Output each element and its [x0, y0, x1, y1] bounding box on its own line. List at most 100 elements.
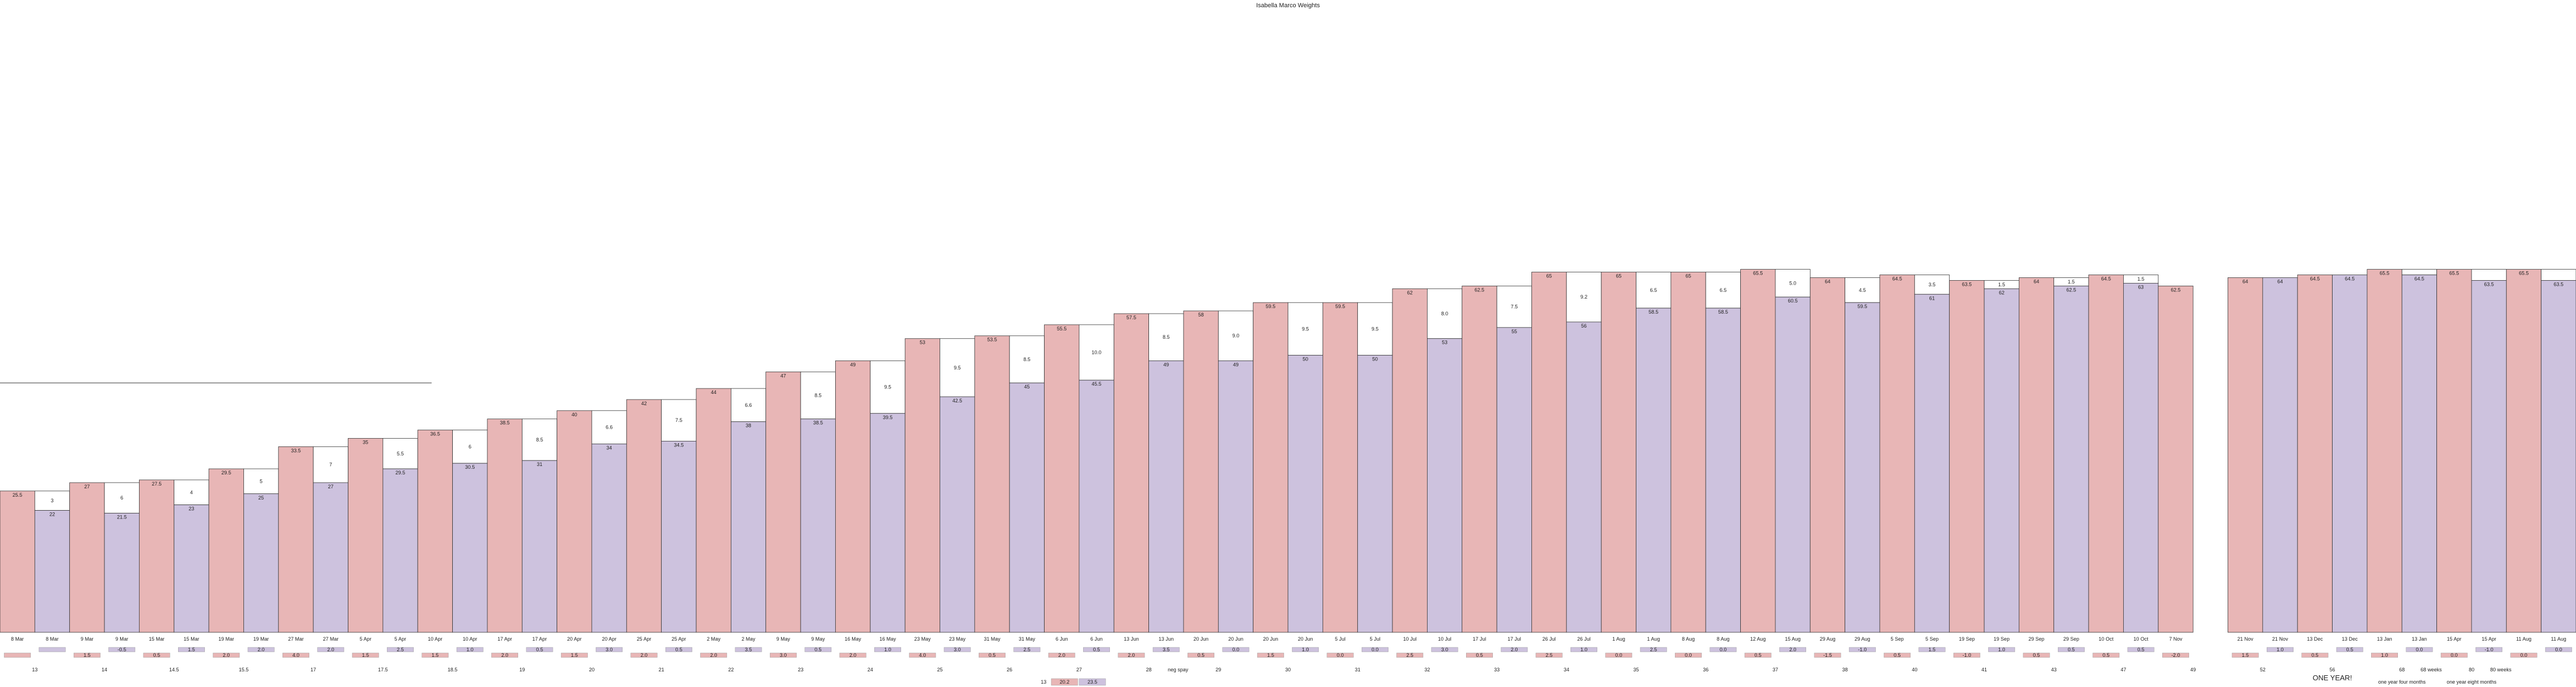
bar-isabella — [1601, 272, 1636, 633]
value-label-isabella: 64.5 — [2310, 276, 2320, 282]
difference-label: 7.5 — [1511, 304, 1518, 310]
bar-isabella — [0, 491, 35, 633]
age-span-label: one year four months — [2378, 679, 2426, 685]
date-label: 17 Apr — [497, 636, 512, 642]
gain-box-marco — [874, 647, 901, 652]
bar-difference — [1287, 302, 1323, 355]
gain-box-isabella — [283, 652, 309, 658]
gain-box-marco — [1013, 647, 1041, 652]
bar-isabella — [1809, 277, 1846, 633]
gain-label-marco: 2.5 — [397, 647, 404, 652]
date-label: 15 Mar — [149, 636, 165, 642]
bar-isabella — [1253, 302, 1289, 633]
gain-label-isabella: 1.5 — [362, 652, 369, 658]
gain-box-isabella — [2093, 652, 2120, 658]
date-label: 31 May — [1019, 636, 1036, 642]
age-label: 15.5 — [239, 667, 249, 672]
gain-box-isabella — [1605, 652, 1632, 658]
value-label-isabella: 44 — [711, 390, 716, 395]
age-note: 68 weeks — [2421, 667, 2443, 672]
age-label: 18.5 — [448, 667, 458, 672]
date-label: 12 Aug — [1750, 636, 1766, 642]
bar-isabella — [139, 479, 175, 633]
gain-label-isabella: 2.0 — [1128, 652, 1135, 658]
date-label: 5 Sep — [1926, 636, 1939, 642]
gain-label-isabella: 1.0 — [2381, 652, 2388, 658]
value-label-isabella: 62.5 — [2171, 287, 2181, 292]
value-label-isabella: 65 — [1616, 273, 1621, 279]
date-label: 13 Jan — [2412, 636, 2427, 642]
value-label-marco: 62.5 — [2066, 287, 2076, 292]
bar-marco — [34, 510, 70, 633]
age-label: 34 — [1564, 667, 1569, 672]
bar-marco — [1287, 355, 1323, 633]
gain-box-isabella — [839, 652, 866, 658]
date-label: 20 Jun — [1263, 636, 1278, 642]
date-label: 29 Aug — [1855, 636, 1870, 642]
gain-label-isabella: 2.5 — [1406, 652, 1414, 658]
value-label-isabella: 35 — [363, 439, 368, 445]
value-label-isabella: 64 — [1825, 278, 1830, 284]
date-label: 20 Jun — [1298, 636, 1313, 642]
gain-box-isabella — [2023, 652, 2050, 658]
bar-isabella — [1044, 324, 1080, 633]
bar-isabella — [278, 446, 314, 633]
gain-label-isabella: 2.0 — [501, 652, 509, 658]
value-label-marco: 27 — [328, 484, 333, 489]
date-label: 13 Dec — [2342, 636, 2358, 642]
gain-label-marco: 0.5 — [2346, 647, 2353, 652]
value-label-marco: 64 — [2277, 278, 2283, 284]
value-label-marco: 63.5 — [2484, 281, 2494, 287]
difference-label: 1.5 — [2068, 279, 2075, 285]
value-label-marco: 21.5 — [117, 515, 127, 520]
date-label: 23 May — [914, 636, 931, 642]
age-label: 29 — [1215, 667, 1221, 672]
gain-label-isabella: 4.0 — [919, 652, 926, 658]
gain-box-isabella — [1814, 652, 1841, 658]
bar-marco — [1914, 294, 1950, 633]
bar-isabella — [626, 399, 662, 633]
gain-label-isabella: 0.5 — [2033, 652, 2040, 658]
bar-marco — [1496, 327, 1532, 633]
bar-isabella — [69, 482, 105, 633]
date-label: 13 Jun — [1124, 636, 1139, 642]
gain-label-isabella: 3.0 — [780, 652, 787, 658]
value-label-marco: 45 — [1024, 384, 1030, 390]
bar-isabella — [1322, 302, 1358, 633]
bar-difference — [661, 399, 697, 441]
bar-isabella — [2228, 277, 2263, 633]
bar-marco — [1357, 355, 1393, 633]
bars-layer — [0, 269, 2576, 633]
bar-difference — [1496, 285, 1532, 328]
gain-box-marco — [39, 647, 66, 652]
bar-isabella — [208, 468, 244, 633]
date-label: 2 May — [707, 636, 721, 642]
age-label: 13 — [32, 667, 37, 672]
date-label: 23 May — [949, 636, 966, 642]
bar-difference — [1636, 272, 1672, 309]
value-label-isabella: 42 — [641, 401, 647, 406]
gain-box-marco — [1292, 647, 1319, 652]
gain-box-isabella — [1535, 652, 1563, 658]
bar-isabella — [835, 361, 871, 633]
value-label-isabella: 36.5 — [430, 431, 440, 437]
gain-box-isabella — [769, 652, 797, 658]
bar-marco — [2471, 280, 2507, 633]
bar-difference — [104, 482, 140, 513]
age-label: 80 — [2469, 667, 2474, 672]
gain-label-isabella: 1.5 — [84, 652, 91, 658]
gain-label-marco: 1.0 — [1581, 647, 1588, 652]
date-label: 15 Apr — [2447, 636, 2462, 642]
age-label: 19 — [519, 667, 525, 672]
value-label-marco: 55 — [1511, 329, 1517, 334]
gain-box-marco — [1431, 647, 1458, 652]
age-label: 24 — [868, 667, 873, 672]
bar-isabella — [974, 335, 1010, 633]
gain-label-isabella: 0.5 — [1476, 652, 1483, 658]
date-label: 31 May — [984, 636, 1000, 642]
difference-label: 6 — [121, 495, 123, 501]
bar-difference — [2541, 269, 2576, 281]
value-label-isabella: 38.5 — [500, 420, 510, 426]
gain-box-marco — [735, 647, 762, 652]
age-label: 56 — [2330, 667, 2335, 672]
